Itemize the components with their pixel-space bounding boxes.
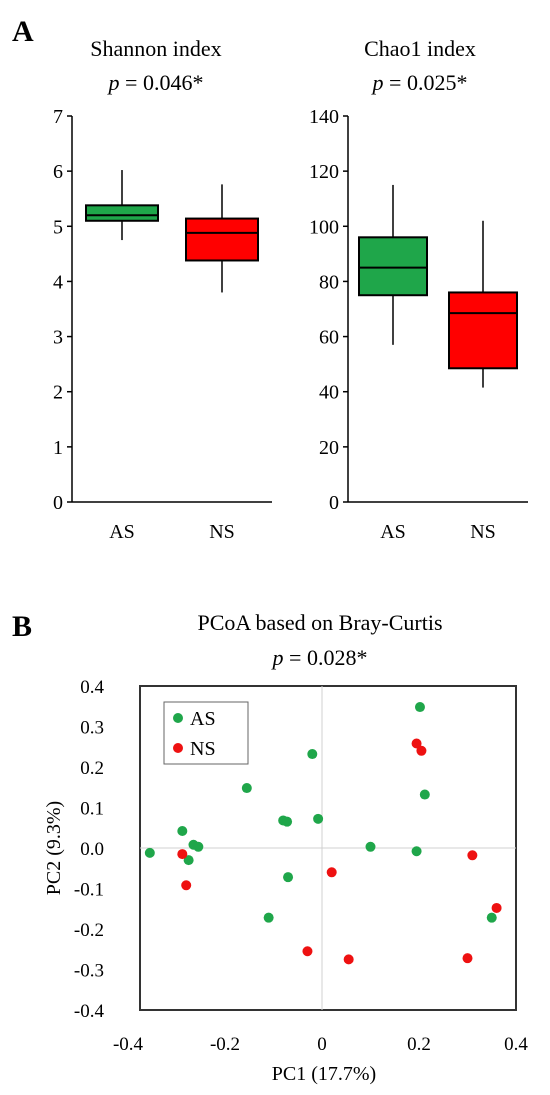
p-value: p = 0.028*: [271, 645, 368, 670]
plot-area: 0 20 40 60 80 100 120 140 AS NS: [309, 106, 528, 543]
point-as: [183, 855, 194, 866]
x-tick-label: NS: [209, 521, 235, 543]
box-as: [358, 236, 428, 297]
x-tick-label: AS: [380, 521, 406, 543]
p-value: p = 0.025*: [371, 70, 468, 95]
x-tick-label: AS: [109, 521, 135, 543]
p-value-text: = 0.025*: [384, 70, 468, 95]
legend: AS NS: [163, 701, 249, 765]
y-tick-label: 40: [319, 382, 339, 404]
point-as: [282, 816, 293, 827]
y-tick-label: 0.3: [80, 718, 104, 739]
box-as: [85, 204, 159, 222]
chart-title: Chao1 index: [364, 36, 476, 61]
point-as: [411, 846, 422, 857]
y-tick-label: 0.2: [80, 758, 104, 779]
y-axis-label: PC2 (9.3%): [43, 801, 65, 895]
pcoa-chart: PCoA based on Bray-Curtis p = 0.028* PC1…: [43, 610, 528, 1085]
y-tick-label: 80: [319, 271, 339, 293]
y-tick-label: 1: [53, 437, 63, 459]
point-ns: [177, 849, 188, 860]
box-ns: [448, 291, 518, 370]
y-tick-label: 100: [309, 216, 339, 238]
point-as: [263, 912, 274, 923]
chart-title: PCoA based on Bray-Curtis: [197, 610, 442, 635]
y-tick-label: 3: [53, 327, 63, 349]
x-tick-label: 0.4: [504, 1034, 528, 1055]
point-ns: [302, 946, 313, 957]
y-tick-label: 5: [53, 216, 63, 238]
p-symbol: p: [371, 70, 384, 95]
point-ns: [491, 902, 502, 913]
legend-label-ns: NS: [190, 738, 216, 760]
panel-label-b: B: [12, 610, 32, 643]
point-as: [419, 789, 430, 800]
y-tick-label: -0.1: [74, 880, 104, 901]
point-as: [241, 783, 252, 794]
y-tick-label: -0.2: [74, 920, 104, 941]
point-ns: [416, 745, 427, 756]
y-tick-label: 0: [53, 492, 63, 514]
legend-marker-as: [173, 713, 183, 723]
y-tick-label: 6: [53, 161, 63, 183]
x-tick-label: -0.2: [210, 1034, 240, 1055]
y-tick-label: 0.1: [80, 799, 104, 820]
point-ns: [343, 954, 354, 965]
plot-area: 0 1 2 3 4 5 6 7 AS NS: [53, 106, 272, 543]
p-symbol: p: [271, 645, 284, 670]
y-tick-label: 0: [329, 492, 339, 514]
y-tick-label: 0.0: [80, 839, 104, 860]
chao1-chart: Chao1 index p = 0.025* 0 20 40 60 80 100 120 14…: [309, 36, 528, 543]
y-tick-label: 0.4: [80, 677, 104, 698]
point-as: [307, 749, 318, 760]
y-tick-label: 20: [319, 437, 339, 459]
x-tick-label: NS: [470, 521, 496, 543]
legend-box: [163, 701, 249, 765]
chart-title: Shannon index: [90, 36, 221, 61]
panel-label-a: A: [12, 15, 34, 48]
x-tick-label: 0: [317, 1034, 327, 1055]
y-tick-label: 2: [53, 382, 63, 404]
point-as: [414, 702, 425, 713]
y-tick-label: -0.4: [74, 1001, 105, 1022]
y-tick-label: 120: [309, 161, 339, 183]
point-as: [193, 841, 204, 852]
p-value: p = 0.046*: [107, 70, 204, 95]
point-as: [313, 813, 324, 824]
x-axis-label: PC1 (17.7%): [272, 1063, 376, 1085]
box-ns: [185, 217, 259, 262]
x-tick-label: 0.2: [407, 1034, 431, 1055]
y-tick-label: 60: [319, 327, 339, 349]
legend-label-as: AS: [190, 708, 216, 730]
shannon-chart: Shannon index p = 0.046* 0 1 2 3 4 5 6 7 AS NS: [53, 36, 272, 543]
point-ns: [462, 953, 473, 964]
point-as: [283, 872, 294, 883]
point-ns: [326, 867, 337, 878]
x-tick-label: -0.4: [113, 1034, 144, 1055]
y-tick-label: -0.3: [74, 961, 104, 982]
point-ns: [411, 738, 422, 749]
plot-area: 0.4 0.3 0.2 0.1 0.0 -0.1 -0.2 -0.3 -0.4 -0.4 -0.2 0…: [74, 677, 528, 1055]
y-tick-label: 4: [53, 271, 63, 293]
point-as: [486, 912, 497, 923]
legend-marker-ns: [173, 743, 183, 753]
point-as: [365, 841, 376, 852]
y-tick-label: 7: [53, 106, 63, 128]
point-as: [177, 825, 188, 836]
point-ns: [181, 880, 192, 891]
point-as: [144, 847, 155, 858]
point-ns: [467, 850, 478, 861]
p-value-text: = 0.028*: [284, 645, 368, 670]
y-tick-label: 140: [309, 106, 339, 128]
p-symbol: p: [107, 70, 120, 95]
p-value-text: = 0.046*: [120, 70, 204, 95]
